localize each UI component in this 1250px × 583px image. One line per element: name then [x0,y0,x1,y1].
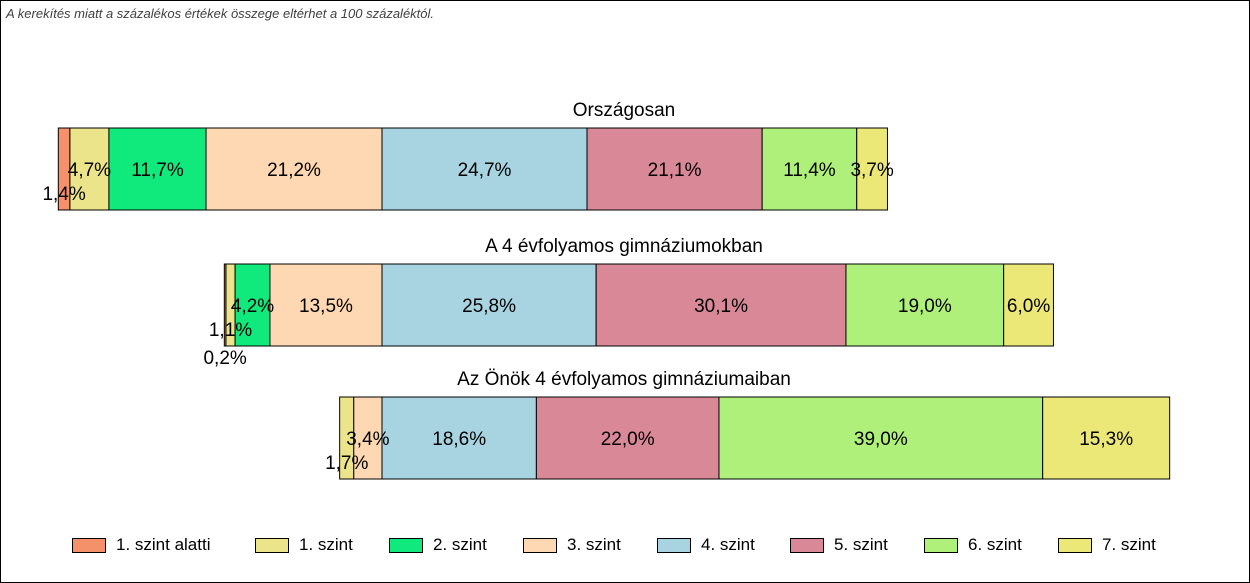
data-label: 25,8% [462,296,516,317]
group-title-3: Az Önök 4 évfolyamos gimnáziumaiban [457,369,791,390]
legend-swatch [389,537,423,553]
legend-item: 3. szint [523,534,621,556]
legend-item: 1. szint [255,534,353,556]
data-label: 13,5% [299,296,353,317]
bar-segment [108,127,207,211]
legend-item: 4. szint [657,534,755,556]
data-label: 21,2% [267,160,321,181]
legend-item: 6. szint [924,534,1022,556]
data-label-small: 0,2% [203,348,246,369]
legend-swatch [523,537,557,553]
data-label: 4,2% [231,296,274,317]
bar-segment [595,263,847,347]
bar-segment [535,396,720,480]
data-label: 39,0% [854,429,908,450]
group-title-2: A 4 évfolyamos gimnáziumokban [485,236,763,257]
rounding-note: A kerekítés miatt a százalékos értékek ö… [6,6,435,21]
legend-swatch [1058,537,1092,553]
bar-segment [353,396,383,480]
bar-segment [718,396,1044,480]
bar-segment [1042,396,1171,480]
bar-segment [381,396,537,480]
legend-swatch [72,537,106,553]
bar-segment [845,263,1005,347]
data-label-small: 1,4% [42,184,85,205]
data-label: 3,4% [346,429,389,450]
data-label: 11,4% [783,160,836,181]
legend-label: 2. szint [433,535,487,554]
legend-label: 3. szint [567,535,621,554]
data-label: 6,0% [1007,296,1050,317]
legend-item: 1. szint alatti [72,534,211,556]
bar-segment [856,127,888,211]
data-label-small: 1,7% [325,453,368,474]
legend-label: 5. szint [834,535,888,554]
data-label: 15,3% [1079,429,1133,450]
legend-swatch [924,537,958,553]
data-label: 24,7% [458,160,512,181]
data-label: 3,7% [850,160,893,181]
legend-item: 7. szint [1058,534,1156,556]
bar-segment [586,127,763,211]
data-label: 30,1% [694,296,748,317]
data-label: 11,7% [131,160,184,181]
data-label: 21,1% [648,160,702,181]
data-label: 19,0% [898,296,952,317]
legend-swatch [657,537,691,553]
legend-label: 1. szint [299,535,353,554]
legend-label: 4. szint [701,535,755,554]
bar-segment [269,263,383,347]
legend-swatch [790,537,824,553]
bar-segment [381,263,597,347]
legend-label: 1. szint alatti [116,535,211,554]
bar-segment [381,127,588,211]
legend-label: 6. szint [968,535,1022,554]
legend-swatch [255,537,289,553]
data-label: 4,7% [68,160,111,181]
group-title-1: Országosan [573,100,675,121]
legend: 1. szint alatti 1. szint 2. szint 3. szint 4… [0,534,1250,556]
data-label: 22,0% [601,429,655,450]
legend-item: 5. szint [790,534,888,556]
bar-segment [205,127,383,211]
bar-segment [761,127,858,211]
data-label: 18,6% [432,429,486,450]
bar-segment [1003,263,1054,347]
data-label-small: 1,1% [209,320,252,341]
legend-label: 7. szint [1102,535,1156,554]
legend-item: 2. szint [389,534,487,556]
